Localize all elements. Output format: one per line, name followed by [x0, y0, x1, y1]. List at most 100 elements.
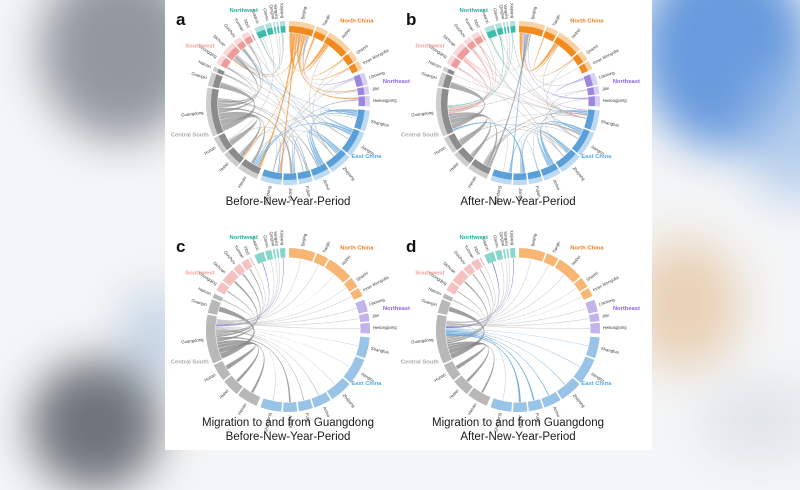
region-band-Hunan — [213, 135, 228, 154]
province-label-Ningxia: Ningxia — [503, 4, 510, 19]
migration-chord — [220, 115, 258, 146]
province-label-Shandong: Shandong — [263, 412, 272, 433]
region-band-Qinghai — [502, 22, 506, 28]
region-label-CS: Central South — [171, 360, 209, 366]
province-segment-Guizhou — [466, 40, 477, 51]
province-label-Fujian: Fujian — [305, 412, 313, 425]
migration-link — [446, 258, 510, 323]
migration-chord — [289, 33, 327, 72]
province-label-Guangdong: Guangdong — [181, 110, 204, 118]
province-label-Jiangxi: Jiangxi — [518, 415, 523, 429]
region-band-Jilin — [593, 86, 600, 95]
migration-chord — [219, 113, 261, 157]
region-band-Tianjin — [315, 26, 329, 36]
province-label-Henan: Henan — [467, 402, 478, 416]
province-segment-Shanxi — [573, 277, 588, 292]
province-segment-Hainan — [447, 68, 455, 76]
province-segment-Anhui — [541, 391, 561, 408]
region-band-Jiangxi — [513, 179, 528, 186]
province-label-Xinjiang: Xinjiang — [509, 3, 515, 19]
caption-panel-a: Before-New-Year-Period — [128, 196, 448, 210]
province-label-Qinghai: Qinghai — [499, 4, 507, 19]
province-label-Hunan: Hunan — [203, 372, 217, 383]
province-segment-Guizhou — [236, 40, 247, 51]
province-segment-Guizhou — [233, 263, 246, 276]
province-label-Shanxi: Shanxi — [585, 270, 599, 282]
province-segment-Tibet — [481, 34, 486, 41]
province-label-Hunan: Hunan — [433, 372, 447, 383]
province-label-Shandong: Shandong — [493, 412, 502, 433]
migration-chord — [216, 299, 254, 333]
panel-letter-c: c — [176, 237, 186, 256]
province-segment-Guangdong — [435, 314, 452, 364]
province-label-Henan: Henan — [467, 175, 478, 189]
province-segment-Tianjin — [313, 253, 329, 267]
province-label-Gansu: Gansu — [492, 8, 500, 22]
province-label-Shandong: Shandong — [493, 185, 502, 206]
province-label-Guizhou: Guizhou — [223, 23, 237, 39]
province-label-Guangxi: Guangxi — [191, 71, 208, 80]
region-band-Yunnan — [241, 31, 251, 40]
province-label-Beijing: Beijing — [300, 233, 307, 247]
province-label-Zhejiang: Zhejiang — [572, 166, 587, 182]
region-band-Guizhou — [233, 36, 243, 46]
migration-chord — [551, 110, 588, 134]
caption-line: Before-New-Year-Period — [225, 196, 351, 208]
province-label-Shanghai: Shanghai — [370, 119, 389, 128]
province-label-Zhejiang: Zhejiang — [342, 393, 357, 409]
province-segment-Sichuan — [452, 269, 469, 287]
province-segment-Jilin — [357, 87, 365, 96]
region-label-SW: Southwest — [415, 271, 444, 277]
migration-link — [224, 73, 334, 157]
province-segment-Inner Mongolia — [348, 63, 359, 74]
caption-panel-c: Migration to and from Guangdong Before-N… — [128, 417, 448, 444]
province-segment-Jiangsu — [341, 128, 360, 153]
province-segment-Sichuan — [456, 46, 471, 61]
migration-chord — [537, 130, 570, 166]
province-segment-Xinjiang — [509, 248, 516, 258]
region-label-EC: East China — [581, 381, 612, 387]
region-band-Heilongjiang — [364, 95, 371, 107]
province-segment-Heilongjiang — [590, 322, 601, 334]
province-label-Shanxi: Shanxi — [355, 270, 369, 282]
migration-link — [298, 34, 358, 94]
migration-link — [458, 113, 587, 141]
province-segment-Hubei — [458, 147, 475, 164]
region-band-Ningxia — [506, 21, 509, 27]
migration-link — [228, 35, 274, 140]
province-label-Tibet: Tibet — [242, 18, 251, 29]
migration-chord — [449, 82, 486, 129]
province-segment-Yunnan — [474, 35, 484, 46]
region-band-Shanxi — [577, 50, 588, 63]
province-segment-Hainan — [217, 68, 225, 76]
region-band-Jiangsu — [346, 131, 365, 156]
province-segment-Ningxia — [276, 248, 280, 259]
migration-chord — [519, 33, 557, 72]
province-segment-Gansu — [266, 27, 274, 36]
region-band-Hubei — [454, 151, 470, 168]
migration-chord — [228, 124, 262, 155]
region-band-Sichuan — [222, 42, 236, 57]
region-band-Guangxi — [207, 72, 217, 87]
province-segment-Shandong — [262, 169, 283, 180]
region-band-Guizhou — [463, 36, 473, 46]
region-band-Shanghai — [360, 110, 370, 132]
region-band-Chongqing — [216, 54, 226, 66]
province-segment-Henan — [241, 159, 262, 175]
province-segment-Hainan — [212, 293, 224, 302]
region-label-EC: East China — [351, 381, 382, 387]
province-segment-Anhui — [311, 391, 331, 408]
province-label-Beijing: Beijing — [300, 6, 307, 20]
province-segment-Shaanxi — [484, 251, 497, 264]
province-segment-Shanghai — [586, 336, 600, 359]
province-segment-Hebei — [554, 259, 581, 283]
region-band-Guangdong — [205, 87, 218, 137]
province-segment-Zhejiang — [326, 377, 350, 400]
panel-letter-d: d — [406, 237, 417, 256]
province-segment-Henan — [471, 159, 492, 175]
region-label-NW: Northwest — [460, 235, 488, 241]
province-label-Beijing: Beijing — [530, 233, 537, 247]
province-segment-Shanghai — [354, 109, 365, 130]
province-segment-Xinjiang — [279, 248, 286, 258]
region-band-Hainan — [212, 66, 219, 73]
